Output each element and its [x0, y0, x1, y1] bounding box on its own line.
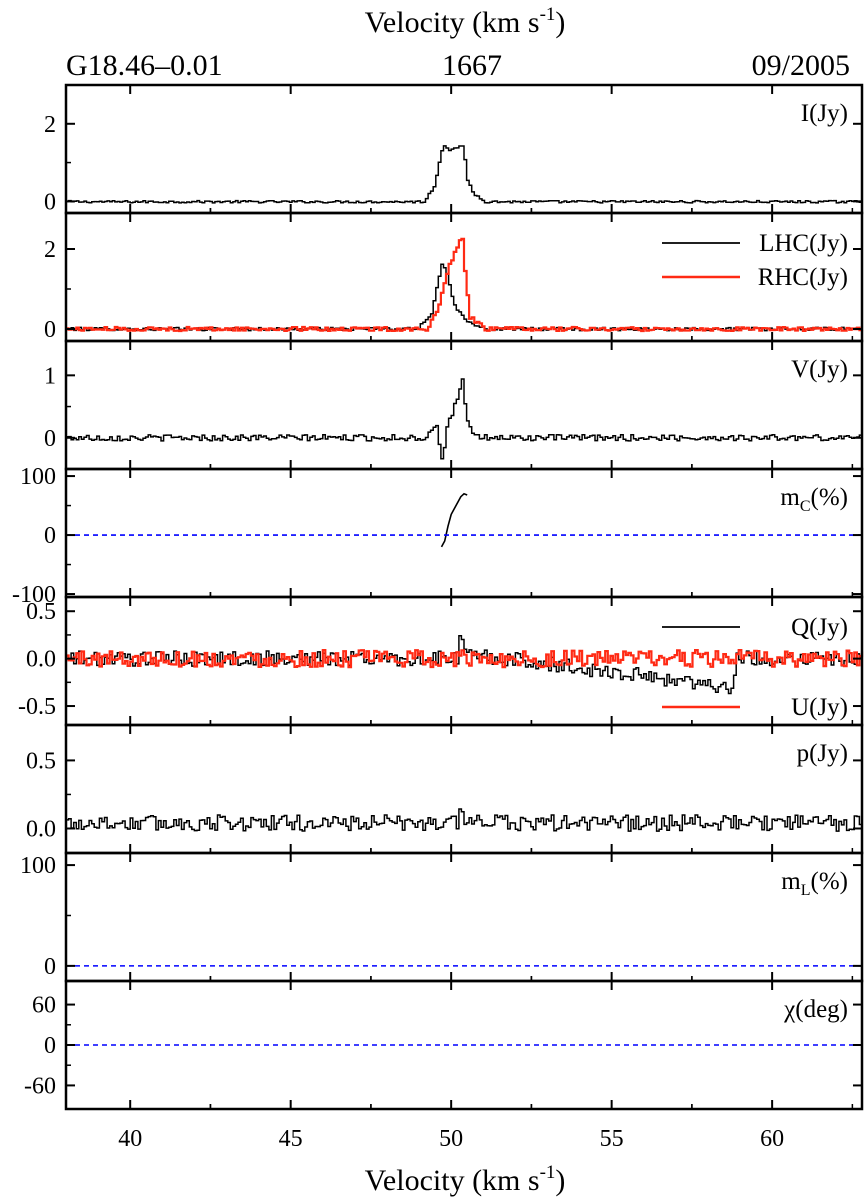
panel-I: 0 2 I(Jy) — [44, 83, 864, 215]
xtick-label-0: 40 — [118, 1126, 142, 1152]
ytick-label-V-0: 0 — [44, 426, 56, 452]
ytick-label-mL-1: 100 — [20, 853, 56, 879]
series-line-V-0 — [66, 378, 863, 460]
bottom-axis-title: Velocity (km s-1) — [365, 1162, 566, 1197]
legend-label-LR-1: RHC(Jy) — [758, 264, 848, 291]
panel-V: 0 1 V(Jy) — [44, 339, 864, 471]
ytick-label-I-0: 0 — [44, 189, 56, 215]
series-line-LR-0 — [66, 263, 863, 332]
panel-chi: -60 0 60 χ(deg) — [24, 979, 864, 1111]
xtick-label-4: 60 — [760, 1126, 784, 1152]
panel-LR: 0 2 LHC(Jy) RHC(Jy) — [44, 211, 864, 343]
series-line-I-0 — [66, 145, 863, 204]
ytick-label-p-0: 0.0 — [26, 816, 56, 842]
panel-frame-V — [64, 339, 864, 471]
frequency-label: 1667 — [442, 49, 502, 82]
ytick-label-QU-2: 0.5 — [26, 599, 56, 625]
ytick-label-mL-0: 0 — [44, 954, 56, 980]
xtick-label-3: 55 — [600, 1126, 624, 1152]
ytick-label-chi-1: 0 — [44, 1033, 56, 1059]
panel-frame-mL — [64, 851, 864, 983]
ytick-label-mc-0: -100 — [12, 582, 56, 608]
panel-label-V: V(Jy) — [791, 356, 848, 383]
panel-label-chi: χ(deg) — [783, 996, 848, 1023]
epoch-label: 09/2005 — [752, 49, 850, 82]
ytick-label-mc-1: 0 — [44, 523, 56, 549]
panel-mL: 0 100 mL(%) — [20, 851, 864, 983]
ytick-label-mc-2: 100 — [20, 464, 56, 490]
xtick-label-1: 45 — [279, 1126, 303, 1152]
ytick-label-LR-1: 2 — [44, 237, 56, 263]
legend-label-QU-0: Q(Jy) — [791, 614, 848, 641]
ytick-label-QU-1: 0.0 — [26, 647, 56, 673]
panel-mc: -100 0 100 mC(%) — [12, 464, 864, 608]
series-line-LR-1 — [66, 237, 864, 333]
top-axis-title: Velocity (km s-1) — [365, 4, 566, 39]
panel-label-p: p(Jy) — [797, 740, 848, 767]
source-name: G18.46–0.01 — [66, 49, 223, 82]
ytick-label-p-1: 0.5 — [26, 748, 56, 774]
xtick-label-2: 50 — [439, 1126, 463, 1152]
series-line-QU-1 — [66, 649, 864, 669]
panel-label-I: I(Jy) — [801, 100, 848, 127]
panel-frame-LR — [64, 211, 864, 343]
panels-group: 0 2 I(Jy) 0 2 LHC(Jy) RHC(Jy) 0 1 V(Jy) -100 0 100 mC… — [12, 83, 864, 1152]
legend-label-LR-0: LHC(Jy) — [759, 230, 848, 257]
panel-frame-mc — [64, 467, 864, 599]
series-line-mc-0 — [440, 492, 468, 548]
series-line-p-0 — [66, 808, 863, 832]
panel-label-mL: mL(%) — [781, 868, 848, 899]
panel-frame-p — [64, 723, 864, 855]
ytick-label-I-1: 2 — [44, 112, 56, 138]
ytick-label-LR-0: 0 — [44, 317, 56, 343]
panel-QU: -0.5 0.0 0.5 Q(Jy) U(Jy) — [18, 595, 864, 727]
panel-p: 0.0 0.5 p(Jy) — [26, 723, 864, 855]
ytick-label-V-1: 1 — [44, 363, 56, 389]
ytick-label-chi-2: 60 — [32, 993, 56, 1019]
ytick-label-chi-0: -60 — [24, 1073, 56, 1099]
legend-label-QU-1: U(Jy) — [791, 694, 848, 721]
panel-label-mc: mC(%) — [780, 484, 848, 515]
ytick-label-QU-0: -0.5 — [18, 694, 56, 720]
panel-frame-QU — [64, 595, 864, 727]
